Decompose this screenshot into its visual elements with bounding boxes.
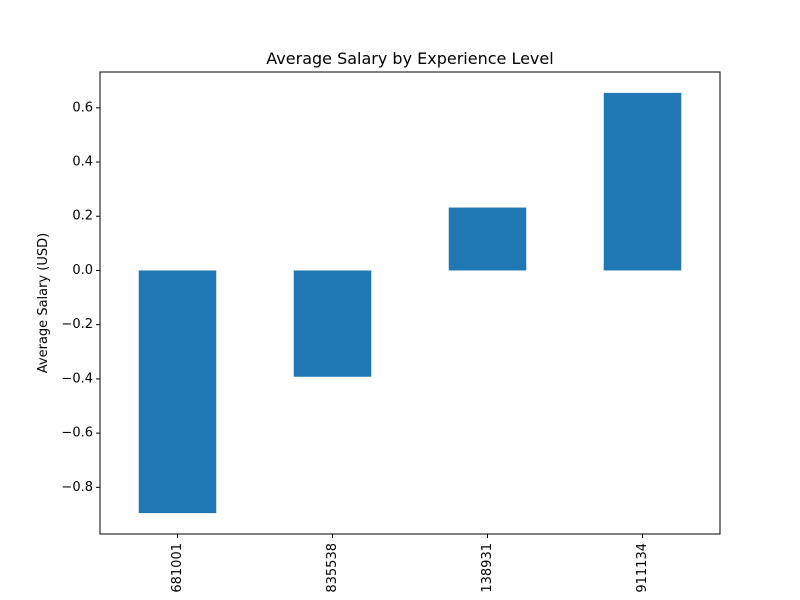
bar-835538 bbox=[293, 270, 372, 377]
x-axis-ticks: 681001 835538 138931 911134 bbox=[170, 534, 650, 593]
y-tick-label: 0.0 bbox=[72, 263, 93, 278]
y-tick-label: 0.6 bbox=[72, 100, 93, 115]
y-axis-label: Average Salary (USD) bbox=[36, 233, 51, 373]
y-tick-label: 0.4 bbox=[72, 155, 93, 170]
y-tick-label: 0.2 bbox=[72, 209, 93, 224]
y-axis-ticks: −0.8 −0.6 −0.4 −0.2 0.0 0.2 0.4 0.6 bbox=[61, 100, 100, 495]
bar-911134 bbox=[603, 92, 682, 271]
chart-title: Average Salary by Experience Level bbox=[266, 49, 553, 68]
bar-681001 bbox=[138, 270, 217, 514]
y-tick-label: −0.6 bbox=[61, 426, 93, 441]
bar-138931 bbox=[448, 207, 527, 271]
x-tick-label: 681001 bbox=[170, 543, 185, 593]
bars-group bbox=[138, 92, 682, 514]
x-tick-label: 911134 bbox=[635, 543, 650, 593]
x-tick-label: 835538 bbox=[325, 543, 340, 593]
y-tick-label: −0.8 bbox=[61, 480, 93, 495]
plot-frame bbox=[99, 71, 721, 535]
y-tick-label: −0.4 bbox=[61, 371, 93, 386]
y-tick-label: −0.2 bbox=[61, 317, 93, 332]
x-tick-label: 138931 bbox=[480, 543, 495, 593]
